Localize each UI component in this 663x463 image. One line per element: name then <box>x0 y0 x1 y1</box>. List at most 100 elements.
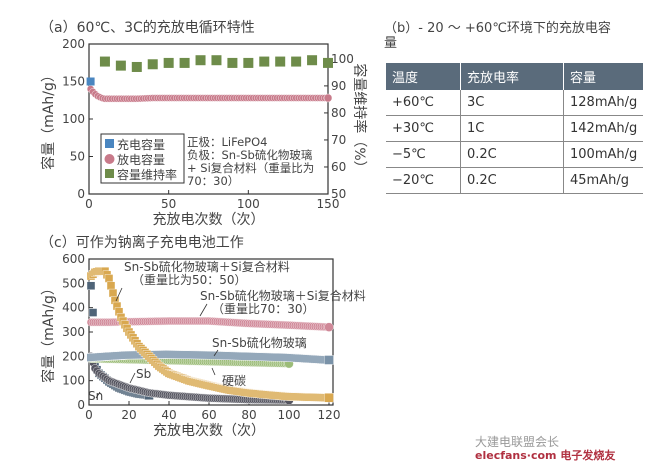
leader-line <box>95 391 101 399</box>
x-tick-label: 0 <box>85 197 93 211</box>
cell: 128mAh/g <box>563 90 644 116</box>
leader-line <box>213 349 219 357</box>
y-tick-label: 500 <box>62 276 85 290</box>
data-point-square <box>307 55 318 66</box>
y2-tick-label: 60 <box>331 160 346 174</box>
y-axis-label: 容量（mAh/g） <box>40 281 57 383</box>
y2-tick-label: 100 <box>331 52 354 66</box>
y-tick-label: 100 <box>62 374 85 388</box>
x-tick-label: 150 <box>317 197 340 211</box>
x-tick-label: 80 <box>241 408 256 422</box>
watermark-text: 大建电联盟会长 <box>475 435 560 449</box>
data-point-square <box>195 55 206 66</box>
y-tick-label: 0 <box>77 187 85 201</box>
legend-marker <box>105 139 114 148</box>
data-point-square <box>259 56 270 67</box>
series-label: Sn-Sb硫化物玻璃＋Si复合材料 <box>200 288 366 303</box>
legend-label: 充电容量 <box>117 137 165 152</box>
legend-marker <box>105 169 114 178</box>
cell: +60℃ <box>386 90 461 116</box>
y2-tick-label: 90 <box>331 79 346 93</box>
y2-tick-label: 50 <box>331 187 346 201</box>
y-tick-label: 200 <box>62 37 85 51</box>
series-label: （重量比为50：50） <box>132 273 247 287</box>
chart-title: （a）60℃、3C的充放电循环特性 <box>40 20 255 36</box>
data-point-square <box>324 393 334 403</box>
watermark-logo: elecfans·com 电子发烧友 <box>475 449 616 462</box>
y-tick-label: 0 <box>77 398 85 412</box>
y-tick-label: 200 <box>62 349 85 363</box>
series-label: 硬碳 <box>222 374 246 388</box>
cell: −20℃ <box>386 167 461 194</box>
leader-line <box>211 367 216 376</box>
data-point-square <box>106 281 116 290</box>
table-row: −20℃ 0.2C 45mAh/g <box>386 167 644 194</box>
table-title: （b）- 20 ～ +60℃环境下的充放电容量 <box>384 21 611 51</box>
data-point-square <box>211 55 222 66</box>
leader-line <box>129 372 136 384</box>
y-tick-label: 150 <box>62 75 85 89</box>
annotation-text: 70：30） <box>187 174 239 188</box>
series-label: （重量比70：30） <box>212 302 315 316</box>
cell: 0.2C <box>460 141 564 168</box>
y-tick-label: 100 <box>62 112 85 126</box>
y-tick-label: 400 <box>62 301 85 315</box>
cell: 0.2C <box>460 167 564 194</box>
data-point-square <box>291 56 302 67</box>
data-point-square <box>88 308 98 317</box>
data-point-square <box>86 77 95 86</box>
data-point-square <box>115 60 126 71</box>
cell: 142mAh/g <box>563 115 644 142</box>
data-point-square <box>275 56 286 67</box>
data-point-square <box>99 56 110 67</box>
cell: 100mAh/g <box>563 141 644 168</box>
cell: 1C <box>460 115 564 142</box>
legend-box <box>100 133 185 184</box>
header-rate: 充放电率 <box>460 63 564 90</box>
capacity-table: 温度 充放电率 容量 +60℃ 3C 128mAh/g +30℃ 1C 142mAh/g… <box>386 63 644 194</box>
x-tick-label: 100 <box>278 408 301 422</box>
table-row: +30℃ 1C 142mAh/g <box>386 115 644 142</box>
annotation-text: 负极：Sn-Sb硫化物玻璃 <box>187 148 312 162</box>
leader-line <box>115 287 123 302</box>
x-tick-label: 100 <box>237 197 260 211</box>
legend-label: 容量维持率 <box>117 167 177 182</box>
data-point-circle <box>323 93 333 103</box>
data-point-square <box>323 57 333 68</box>
data-point-circle <box>324 322 334 332</box>
chart-title: （c）可作为钠离子充电电池工作 <box>40 234 244 251</box>
x-axis-label: 充放电次数（次） <box>153 423 265 439</box>
data-point-square <box>108 288 118 298</box>
legend-marker <box>104 154 115 164</box>
data-point-square <box>163 57 174 68</box>
series-label: Sn <box>88 389 103 403</box>
data-point-square <box>324 355 334 365</box>
y2-axis-label: 容量维持率（%） <box>351 63 368 174</box>
y-tick-label: 600 <box>62 252 85 266</box>
y2-tick-label: 80 <box>331 106 346 120</box>
data-point-square <box>179 57 190 68</box>
data-point-square <box>227 57 238 68</box>
data-point-square <box>86 281 96 290</box>
legend-label: 放电容量 <box>117 152 165 167</box>
x-tick-label: 20 <box>121 408 136 422</box>
y-tick-label: 50 <box>70 150 85 164</box>
data-point-square <box>243 57 254 68</box>
data-point-square <box>131 61 142 72</box>
cell: 3C <box>460 90 564 116</box>
series-label: Sn-Sb硫化物玻璃 <box>212 335 307 350</box>
annotation-text: 正极：LiFePO4 <box>187 135 267 149</box>
cell: 45mAh/g <box>563 167 644 194</box>
x-tick-label: 0 <box>85 408 93 422</box>
cell: −5℃ <box>386 141 461 168</box>
annotation-text: + Si复合材料（重量比为 <box>187 161 314 175</box>
x-tick-label: 50 <box>161 197 176 211</box>
series-label: Sb <box>136 367 151 381</box>
y-tick-label: 300 <box>62 325 85 339</box>
x-axis-label: 充放电次数（次） <box>153 212 265 228</box>
y-axis-label: 容量（mAh/g） <box>40 68 57 170</box>
x-tick-label: 120 <box>318 408 341 422</box>
series-label: Sn-Sb硫化物玻璃＋Si复合材料 <box>124 259 290 274</box>
y2-tick-label: 70 <box>331 133 346 147</box>
